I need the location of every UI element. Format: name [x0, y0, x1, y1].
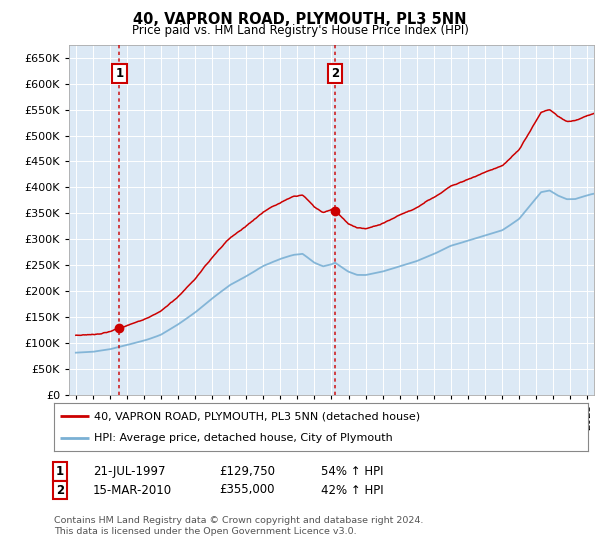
Text: 2: 2: [331, 67, 339, 80]
Text: 2: 2: [56, 483, 64, 497]
Text: £355,000: £355,000: [219, 483, 275, 497]
Text: 21-JUL-1997: 21-JUL-1997: [93, 465, 166, 478]
Text: 54% ↑ HPI: 54% ↑ HPI: [321, 465, 383, 478]
Text: 1: 1: [56, 465, 64, 478]
Text: 40, VAPRON ROAD, PLYMOUTH, PL3 5NN: 40, VAPRON ROAD, PLYMOUTH, PL3 5NN: [133, 12, 467, 27]
Text: Price paid vs. HM Land Registry's House Price Index (HPI): Price paid vs. HM Land Registry's House …: [131, 24, 469, 36]
Text: HPI: Average price, detached house, City of Plymouth: HPI: Average price, detached house, City…: [94, 433, 393, 443]
Text: 15-MAR-2010: 15-MAR-2010: [93, 483, 172, 497]
Text: Contains HM Land Registry data © Crown copyright and database right 2024.
This d: Contains HM Land Registry data © Crown c…: [54, 516, 424, 536]
Text: 1: 1: [115, 67, 124, 80]
Text: 42% ↑ HPI: 42% ↑ HPI: [321, 483, 383, 497]
Text: 40, VAPRON ROAD, PLYMOUTH, PL3 5NN (detached house): 40, VAPRON ROAD, PLYMOUTH, PL3 5NN (deta…: [94, 411, 420, 421]
Text: £129,750: £129,750: [219, 465, 275, 478]
